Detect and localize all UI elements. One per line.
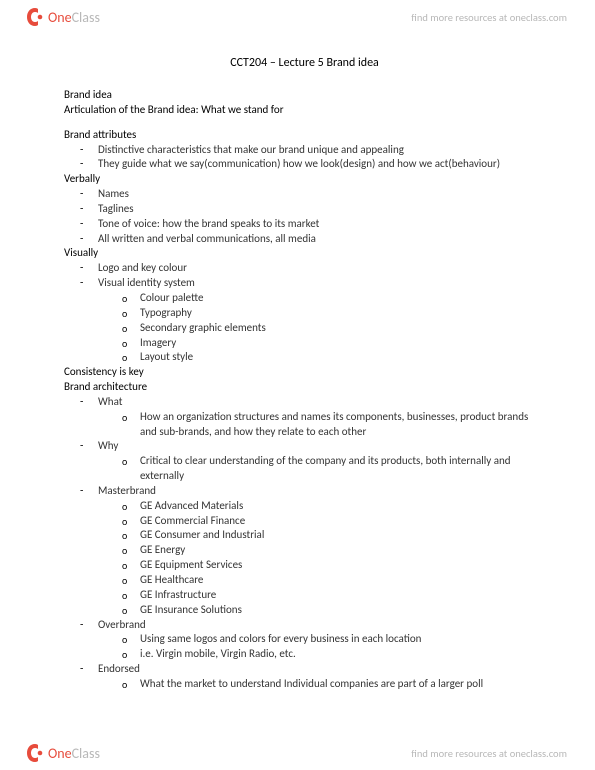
logo-text: OneClass xyxy=(48,9,100,26)
logo-icon xyxy=(24,6,46,28)
list-item: Why Critical to clear understanding of t… xyxy=(98,439,545,484)
list-item: Layout style xyxy=(140,350,545,365)
list-item: Secondary graphic elements xyxy=(140,321,545,336)
list-item: Visual identity system Colour palette Ty… xyxy=(98,276,545,365)
footer-tagline: find more resources at oneclass.com xyxy=(411,747,567,760)
list-item: What the market to understand Individual… xyxy=(140,677,545,692)
list-item: Names xyxy=(98,187,545,202)
list-item: Endorsed What the market to understand I… xyxy=(98,662,545,692)
list-item: Overbrand Using same logos and colors fo… xyxy=(98,618,545,663)
brand-logo-footer: OneClass xyxy=(24,742,100,764)
list-item: Imagery xyxy=(140,336,545,351)
list-item: Tone of voice: how the brand speaks to i… xyxy=(98,217,545,232)
heading-brand-attributes: Brand attributes xyxy=(64,128,545,143)
heading-verbally: Verbally xyxy=(64,172,545,187)
list-item: i.e. Virgin mobile, Virgin Radio, etc. xyxy=(140,647,545,662)
list-item: Masterbrand GE Advanced Materials GE Com… xyxy=(98,484,545,618)
list-item: They guide what we say(communication) ho… xyxy=(98,157,545,172)
brand-logo: OneClass xyxy=(24,6,100,28)
header-tagline: find more resources at oneclass.com xyxy=(411,11,567,24)
list-item: Typography xyxy=(140,306,545,321)
list-item: Critical to clear understanding of the c… xyxy=(140,454,545,484)
list-item: All written and verbal communications, a… xyxy=(98,232,545,247)
list-item: GE Commercial Finance xyxy=(140,514,545,529)
list-item: Distinctive characteristics that make ou… xyxy=(98,143,545,158)
doc-title: CCT204 – Lecture 5 Brand idea xyxy=(64,56,545,70)
list-item: GE Advanced Materials xyxy=(140,499,545,514)
list-item: Taglines xyxy=(98,202,545,217)
heading-visually: Visually xyxy=(64,246,545,261)
list-item: What How an organization structures and … xyxy=(98,395,545,440)
para-articulation: Articulation of the Brand idea: What we … xyxy=(64,103,545,118)
list-item: GE Infrastructure xyxy=(140,588,545,603)
document-content: CCT204 – Lecture 5 Brand idea Brand idea… xyxy=(64,56,545,692)
heading-brand-architecture: Brand architecture xyxy=(64,380,545,395)
list-item: Logo and key colour xyxy=(98,261,545,276)
page-header: OneClass find more resources at oneclass… xyxy=(0,0,595,34)
list-item: GE Energy xyxy=(140,543,545,558)
page-footer: OneClass find more resources at oneclass… xyxy=(0,736,595,770)
list-item: GE Healthcare xyxy=(140,573,545,588)
list-item: Colour palette xyxy=(140,291,545,306)
para-brand-idea: Brand idea xyxy=(64,88,545,103)
list-item: Using same logos and colors for every bu… xyxy=(140,632,545,647)
logo-text: OneClass xyxy=(48,745,100,762)
heading-consistency: Consistency is key xyxy=(64,365,545,380)
list-item: GE Consumer and Industrial xyxy=(140,528,545,543)
list-item: How an organization structures and names… xyxy=(140,410,545,440)
list-item: GE Insurance Solutions xyxy=(140,603,545,618)
list-item: GE Equipment Services xyxy=(140,558,545,573)
logo-icon xyxy=(24,742,46,764)
